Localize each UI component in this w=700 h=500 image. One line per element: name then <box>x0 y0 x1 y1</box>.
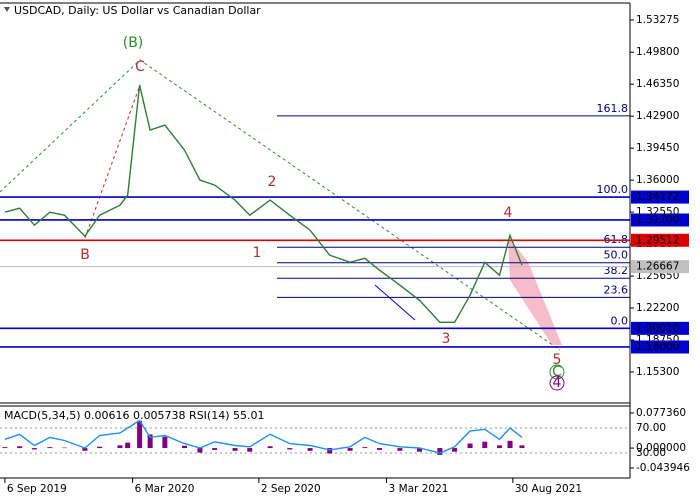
macd-bar <box>47 447 53 449</box>
level-box <box>631 213 689 227</box>
y-tick-label: 1.15300 <box>636 366 679 378</box>
macd-bar <box>17 446 23 449</box>
macd-bar <box>62 447 68 449</box>
wave-label: 3 <box>442 331 451 347</box>
y-tick-label: 0.000000 <box>636 442 686 454</box>
indicator-header: MACD(5,34,5) 0.00616 0.005738 RSI(14) 55… <box>4 409 265 422</box>
level-label: 1.18000 <box>636 341 679 353</box>
y-tick-label: 1.22200 <box>636 302 679 314</box>
macd-bar <box>162 436 168 449</box>
y2-tick-label: 70.00 <box>636 422 666 434</box>
macd-bar <box>437 448 443 455</box>
macd-bar <box>417 448 423 452</box>
level-box <box>631 340 689 354</box>
macd-bar <box>147 434 153 449</box>
level-box <box>631 321 689 335</box>
macd-bar <box>377 448 383 450</box>
y-tick-label: 0.077360 <box>636 407 686 419</box>
macd-bar <box>197 448 203 453</box>
indicator-name: MACD(5,34,5) <box>4 409 81 422</box>
wave-trend <box>0 59 561 351</box>
level-box <box>631 190 689 204</box>
level-label: 1.34172 <box>636 191 679 203</box>
y-tick-label: 1.36000 <box>636 174 679 186</box>
plot: 1.53275 1.49800 1.46350 1.42900 1.39450 1.360… <box>0 14 690 495</box>
y-tick-label: 1.53275 <box>636 14 679 26</box>
macd-bar <box>519 445 525 449</box>
price-line <box>4 84 523 323</box>
wave-label: 4 <box>553 375 562 391</box>
wave-circle <box>549 375 565 391</box>
level-box <box>631 233 689 247</box>
y-tick-label: -0.043946 <box>636 462 690 474</box>
indicator-readout: 0.00616 <box>84 409 130 422</box>
macd-bar <box>497 445 503 449</box>
fib-label: 23.6 <box>604 283 629 296</box>
level-label: 1.29512 <box>636 234 679 246</box>
wave-label: 2 <box>268 174 277 190</box>
macd-bar <box>247 448 253 452</box>
macd-bar <box>267 446 273 449</box>
x-tick-label: 30 Aug 2021 <box>515 483 582 495</box>
x-tick-label: 6 Sep 2019 <box>7 483 67 495</box>
macd-bar <box>347 448 353 451</box>
wave-circle <box>549 364 565 380</box>
x-tick-label: 3 Mar 2021 <box>389 483 449 495</box>
macd-bar <box>397 448 403 451</box>
indicator-name: RSI(14) <box>189 409 229 422</box>
macd-bar <box>125 442 131 449</box>
macd-bar <box>2 447 8 449</box>
macd-bar <box>82 448 88 451</box>
macd-bar <box>31 448 37 450</box>
macd-bar <box>482 441 488 449</box>
y2-tick-label: 30.00 <box>636 447 666 459</box>
macd-bar <box>287 448 293 450</box>
wave-label: 4 <box>504 205 513 221</box>
y-tick-label: 1.46350 <box>636 78 679 90</box>
wave-label: B <box>80 247 90 263</box>
macd-bar <box>307 448 313 451</box>
fib-label: 0.0 <box>611 314 629 327</box>
chart-title: USDCAD, Daily: US Dollar vs Canadian Dol… <box>14 4 261 17</box>
rsi-line <box>4 419 523 454</box>
macd-bar <box>467 443 473 449</box>
indicator-readout: 55.01 <box>233 409 265 422</box>
level-label: 1.31700 <box>636 214 679 226</box>
indicator-readout: 0.005738 <box>133 409 186 422</box>
level-label: 1.26667 <box>636 261 679 273</box>
title-icon <box>4 7 10 12</box>
wave-label: 5 <box>553 352 562 368</box>
fib-label: 100.0 <box>597 183 629 196</box>
wave-label: 1 <box>253 245 262 261</box>
wave-label: (B) <box>123 35 144 51</box>
x-tick-label: 6 Mar 2020 <box>135 483 195 495</box>
macd-bar <box>117 445 123 449</box>
fib-label: 161.8 <box>597 102 629 115</box>
fib-label: 38.2 <box>604 264 629 277</box>
macd-bar <box>507 440 513 449</box>
macd-bar <box>137 420 143 449</box>
wave-label: C <box>552 364 562 380</box>
y-tick-label: 1.39450 <box>636 142 679 154</box>
x-tick-label: 2 Sep 2020 <box>261 483 321 495</box>
y-tick-label: 1.42900 <box>636 110 679 122</box>
macd-bar <box>182 445 188 449</box>
wave-label: C <box>135 59 145 75</box>
macd-bar <box>212 448 218 450</box>
y-tick-label: 1.49800 <box>636 46 679 58</box>
macd-bar <box>97 446 103 449</box>
fib-label: 50.0 <box>604 249 629 262</box>
trend-line <box>374 284 416 321</box>
macd-bar <box>362 447 368 449</box>
level-label: 1.20010 <box>636 322 679 334</box>
macd-bar <box>452 448 458 452</box>
macd-bar <box>232 448 238 451</box>
macd-bar <box>327 448 333 454</box>
level-box <box>631 260 689 274</box>
wave-labels: (B) C B 2 1 4 3 5 C 4 <box>80 35 565 391</box>
